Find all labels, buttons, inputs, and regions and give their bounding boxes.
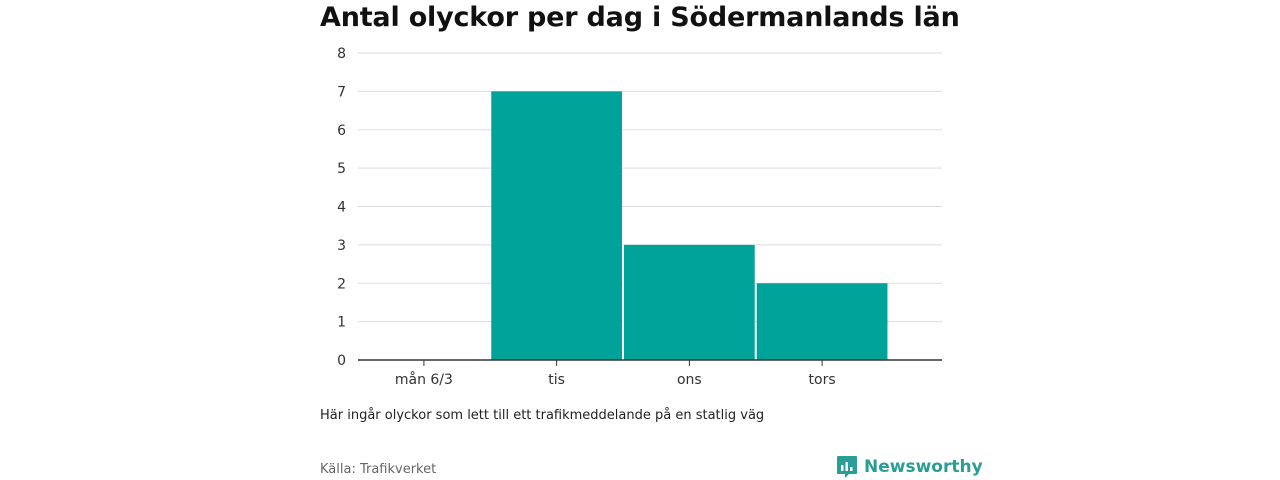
y-tick-label: 3 <box>337 238 346 254</box>
y-tick-label: 5 <box>337 161 346 177</box>
bar <box>491 91 622 360</box>
chart-note: Här ingår olyckor som lett till ett traf… <box>320 408 765 423</box>
y-tick-label: 0 <box>337 353 346 369</box>
x-tick-label: tors <box>809 372 836 388</box>
brand-logo: Newsworthy <box>836 455 983 479</box>
y-tick-label: 8 <box>337 46 346 62</box>
bar <box>756 283 888 360</box>
brand-name: Newsworthy <box>864 457 983 477</box>
source-text: Källa: Trafikverket <box>320 462 437 477</box>
x-tick-label: tis <box>548 372 565 388</box>
y-tick-label: 6 <box>337 123 346 139</box>
y-tick-label: 1 <box>337 315 346 331</box>
x-tick-label: ons <box>677 372 702 388</box>
bar-chart-speech-bubble-icon <box>837 456 857 478</box>
bar <box>624 244 755 360</box>
chart-title: Antal olyckor per dag i Södermanlands lä… <box>320 2 960 33</box>
y-tick-label: 4 <box>337 200 346 216</box>
x-tick-label: mån 6/3 <box>395 371 453 388</box>
y-tick-label: 7 <box>337 84 346 100</box>
y-tick-label: 2 <box>337 276 346 292</box>
